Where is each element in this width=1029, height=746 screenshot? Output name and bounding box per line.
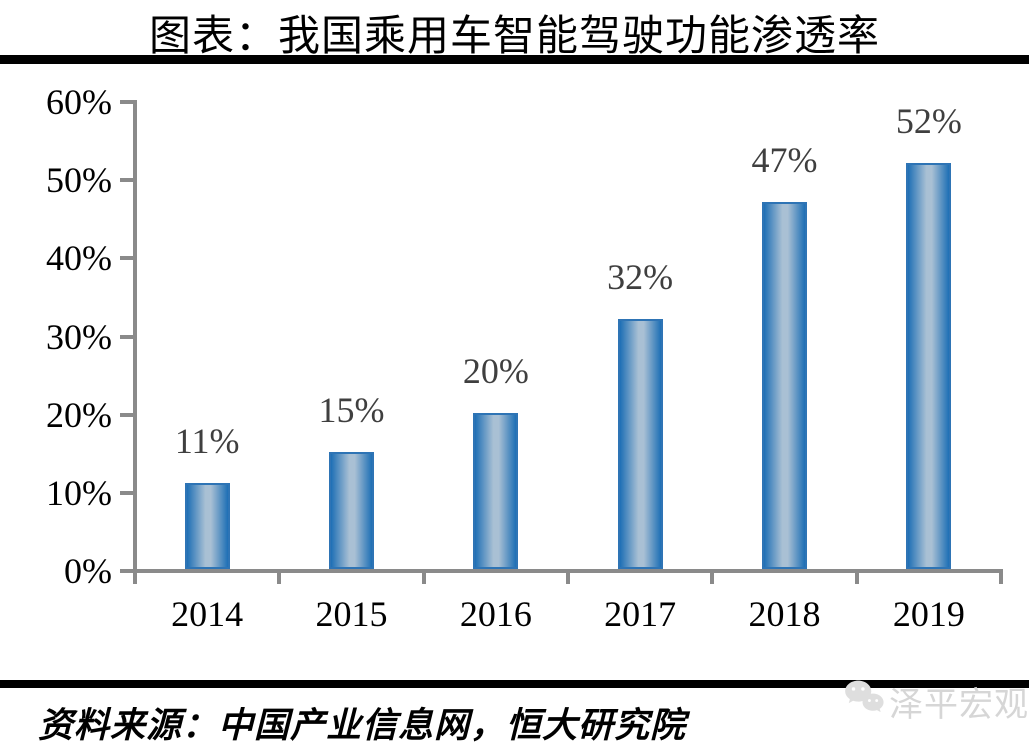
y-tick-label: 10% (46, 472, 112, 513)
y-tick-label: 60% (46, 82, 112, 122)
x-category-label: 2014 (171, 594, 244, 634)
bar (473, 413, 519, 569)
y-tick (120, 334, 133, 339)
bar-value-label: 47% (751, 140, 818, 180)
x-tick (566, 573, 570, 584)
y-tick (120, 569, 133, 573)
top-divider (0, 55, 1029, 64)
bar-value-label: 32% (607, 257, 674, 297)
bar (906, 163, 952, 569)
wechat-bubbles-icon (845, 680, 884, 713)
x-axis-line (133, 569, 1003, 573)
source-note: 资料来源：中国产业信息网，恒大研究院 (38, 706, 687, 745)
y-tick-label: 30% (46, 316, 112, 357)
x-tick (133, 573, 137, 584)
x-category-label: 2015 (315, 594, 388, 634)
bar-value-label: 20% (462, 351, 529, 391)
y-tick (120, 256, 133, 261)
page-title: 图表：我国乘用车智能驾驶功能渗透率 (148, 14, 880, 60)
bar (762, 202, 807, 569)
x-tick (999, 573, 1003, 584)
x-tick (421, 573, 426, 584)
bar-value-label: 15% (318, 390, 385, 430)
bottom-divider (0, 680, 1029, 688)
y-tick (120, 100, 133, 104)
y-tick-label: 0% (64, 551, 112, 591)
bar-value-label: 52% (895, 101, 962, 141)
y-axis-line (133, 100, 137, 573)
y-tick (120, 412, 133, 417)
x-tick (277, 573, 282, 584)
bar-value-label: 11% (174, 421, 240, 461)
x-tick (854, 573, 859, 584)
watermark: 泽平宏观 (843, 668, 1029, 728)
x-category-label: 2019 (892, 594, 965, 634)
x-category-label: 2016 (459, 594, 532, 634)
y-tick (120, 490, 133, 495)
x-category-label: 2018 (748, 594, 821, 634)
y-tick-label: 40% (46, 238, 112, 279)
x-category-label: 2017 (604, 594, 677, 634)
bar (184, 483, 230, 569)
bar (329, 452, 374, 569)
y-tick-label: 20% (46, 394, 112, 435)
watermark-label: 泽平宏观 (889, 686, 1029, 724)
y-tick-label: 50% (46, 160, 112, 201)
bar (617, 319, 663, 569)
y-tick (120, 178, 133, 183)
x-tick (710, 573, 715, 584)
